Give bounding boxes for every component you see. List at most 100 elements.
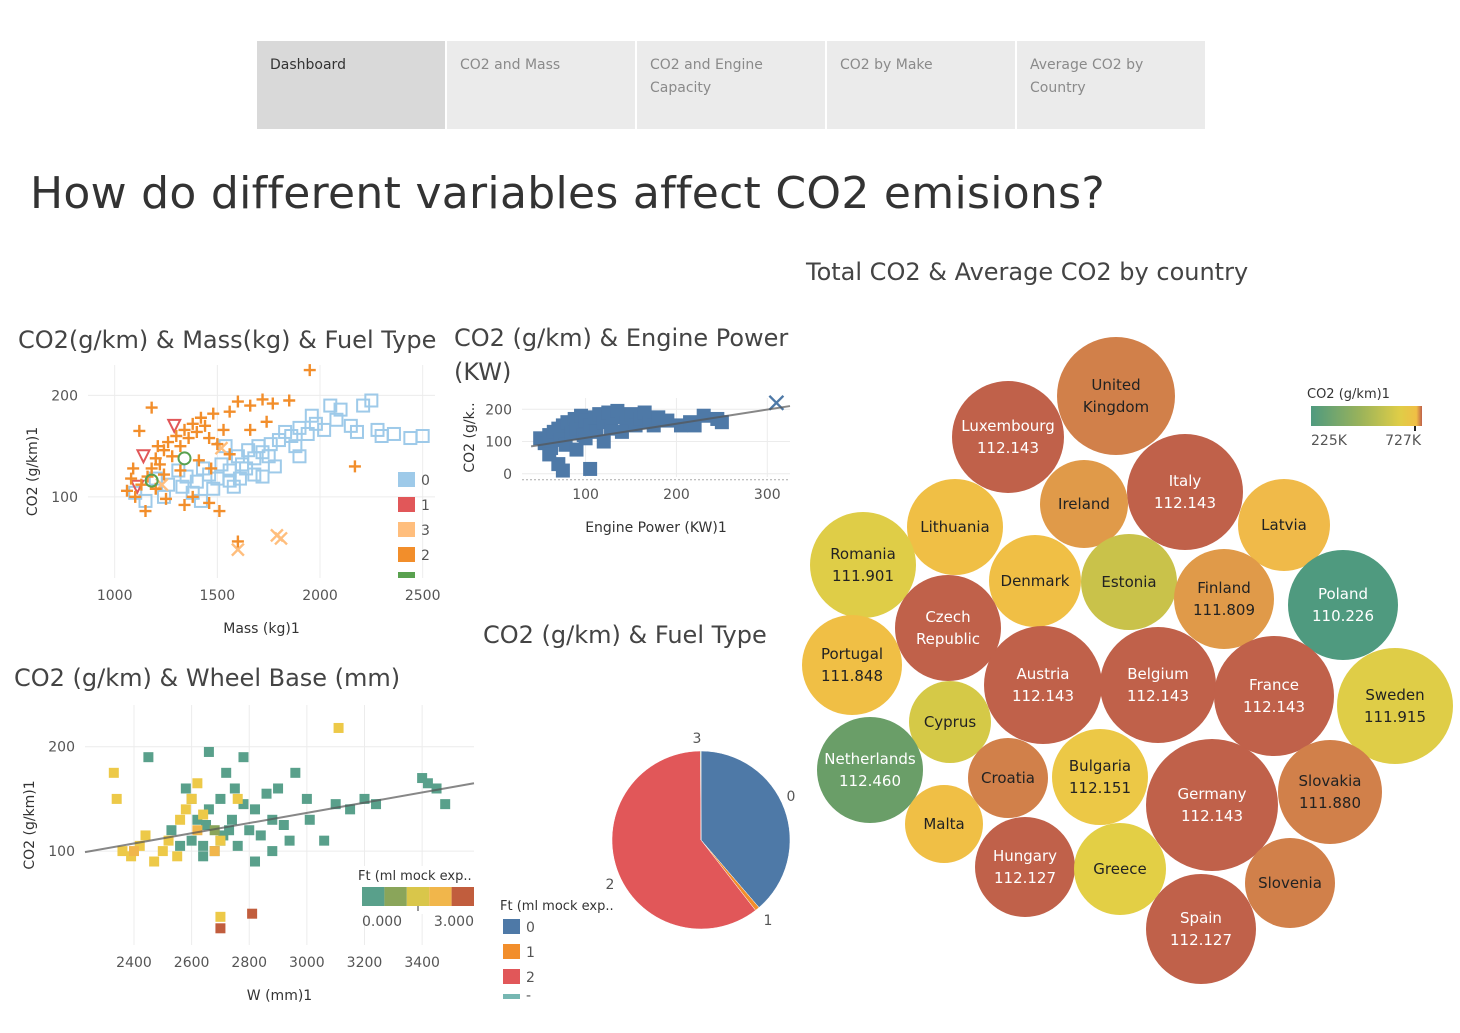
- wheel-point: [273, 783, 284, 794]
- wheel-legend-swatch: [406, 887, 430, 906]
- mass-point: [274, 531, 288, 546]
- bubble-label-austria: 112.143: [1012, 687, 1074, 705]
- mass-point: [323, 398, 338, 413]
- wheel-point: [278, 820, 289, 830]
- mass-point: [149, 452, 162, 465]
- bubble-label-united-kingdom: Kingdom: [1083, 398, 1149, 416]
- wheel-point: [229, 783, 240, 794]
- bubble-denmark: [989, 535, 1081, 627]
- wheel-point: [224, 825, 235, 836]
- power-trend-line: [530, 405, 791, 448]
- wheel-point: [422, 778, 433, 789]
- mass-x-tick: 2500: [405, 588, 441, 604]
- mass-point: [170, 430, 183, 442]
- mass-point: [153, 458, 166, 471]
- bubble-label-malta: Malta: [923, 815, 964, 833]
- wheel-y-tick: 200: [48, 740, 75, 756]
- bubble-label-denmark: Denmark: [1001, 572, 1070, 590]
- bubble-label-estonia: Estonia: [1101, 573, 1156, 591]
- bubble-label-france: France: [1249, 676, 1299, 694]
- mass-point: [156, 489, 171, 504]
- mass-point: [174, 464, 187, 477]
- mass-point: [223, 405, 236, 418]
- bubble-bulgaria: [1052, 729, 1148, 825]
- tab-co2-and-engine-capacity[interactable]: CO2 and Engine Capacity: [637, 41, 825, 129]
- tab-dashboard[interactable]: Dashboard: [257, 41, 445, 129]
- wheel-point: [180, 783, 191, 794]
- mass-point: [231, 395, 244, 408]
- wheel-point: [126, 851, 137, 862]
- bubble-sweden: [1337, 648, 1453, 764]
- bubble-germany: [1146, 739, 1278, 871]
- mass-point: [234, 457, 249, 472]
- wheel-point: [232, 840, 243, 851]
- dashboard-tabs: Dashboard CO2 and Mass CO2 and Engine Ca…: [257, 41, 1205, 129]
- mass-point: [317, 422, 332, 437]
- wheel-point: [232, 793, 243, 804]
- tab-average-co2-by-country[interactable]: Average CO2 by Country: [1017, 41, 1205, 129]
- mass-chart-title: CO2(g/km) & Mass(kg) & Fuel Type: [18, 326, 437, 354]
- mass-point: [175, 479, 190, 494]
- bubble-label-lithuania: Lithuania: [920, 518, 989, 536]
- bubble-label-belgium: 112.143: [1127, 687, 1189, 705]
- wheel-point: [203, 746, 214, 757]
- tab-co2-by-make[interactable]: CO2 by Make: [827, 41, 1015, 129]
- mass-point: [304, 408, 319, 423]
- fuel-legend-label: 0: [526, 920, 535, 936]
- fuel-legend-label: 2: [526, 970, 535, 986]
- bubble-belgium: [1100, 627, 1216, 743]
- mass-point: [135, 449, 152, 465]
- mass-point: [211, 438, 224, 451]
- wheel-x-tick: 3000: [289, 955, 325, 971]
- wheel-point: [166, 825, 177, 836]
- mass-legend-swatch: [398, 522, 415, 537]
- fuel-legend-title: Ft (ml mock exp..: [500, 899, 614, 914]
- wheel-point: [172, 851, 183, 862]
- mass-point: [121, 484, 134, 497]
- bubble-label-romania: Romania: [830, 545, 896, 563]
- bubble-label-croatia: Croatia: [981, 769, 1035, 787]
- bubble-slovenia: [1245, 838, 1335, 928]
- wheel-x-tick: 2600: [174, 955, 210, 971]
- mass-point: [166, 450, 179, 463]
- wheel-point: [247, 908, 258, 919]
- wheel-point: [221, 767, 232, 778]
- mass-x-tick: 1500: [200, 588, 236, 604]
- bubble-label-hungary: Hungary: [993, 847, 1057, 865]
- mass-point: [178, 498, 191, 511]
- bubble-latvia: [1238, 479, 1330, 571]
- bubble-label-luxembourg: 112.143: [977, 439, 1039, 457]
- wheel-point: [333, 722, 344, 733]
- fuel-legend-swatch: [503, 919, 520, 934]
- mass-point: [160, 492, 173, 505]
- wheel-point: [301, 793, 312, 804]
- mass-point: [151, 440, 164, 453]
- tab-co2-and-mass[interactable]: CO2 and Mass: [447, 41, 635, 129]
- fuel-legend-swatch: [503, 944, 520, 959]
- wheel-chart-title: CO2 (g/km) & Wheel Base (mm): [14, 664, 401, 692]
- mass-legend-label: 1: [421, 498, 430, 514]
- wheel-plot: 2400 2600 2800 3000 3200 3400 100 200 W (mm)1 CO2…: [22, 705, 475, 1004]
- bubble-malta: [905, 785, 983, 863]
- bubble-france: [1214, 636, 1334, 756]
- mass-point: [127, 462, 140, 475]
- wheel-point: [215, 793, 226, 804]
- mass-point: [178, 423, 191, 436]
- pie-slice-2: [611, 750, 756, 930]
- mass-y-tick: 100: [51, 490, 78, 506]
- bubble-greece: [1074, 823, 1166, 915]
- mass-y-axis-label: CO2 (g/km)1: [25, 427, 41, 516]
- bubble-label-czech-republic: Czech: [925, 608, 970, 626]
- mass-legend-label: 0: [421, 473, 430, 489]
- wheel-point: [304, 814, 315, 825]
- mass-point: [194, 411, 207, 424]
- bubble-label-sweden: 111.915: [1364, 708, 1426, 726]
- bubble-label-poland: Poland: [1318, 585, 1368, 603]
- power-y-tick: 100: [485, 435, 512, 451]
- wheel-point: [186, 835, 197, 846]
- mass-point: [135, 478, 148, 491]
- mass-point: [333, 402, 348, 417]
- bubble-label-france: 112.143: [1243, 698, 1305, 716]
- wheel-point: [201, 820, 212, 830]
